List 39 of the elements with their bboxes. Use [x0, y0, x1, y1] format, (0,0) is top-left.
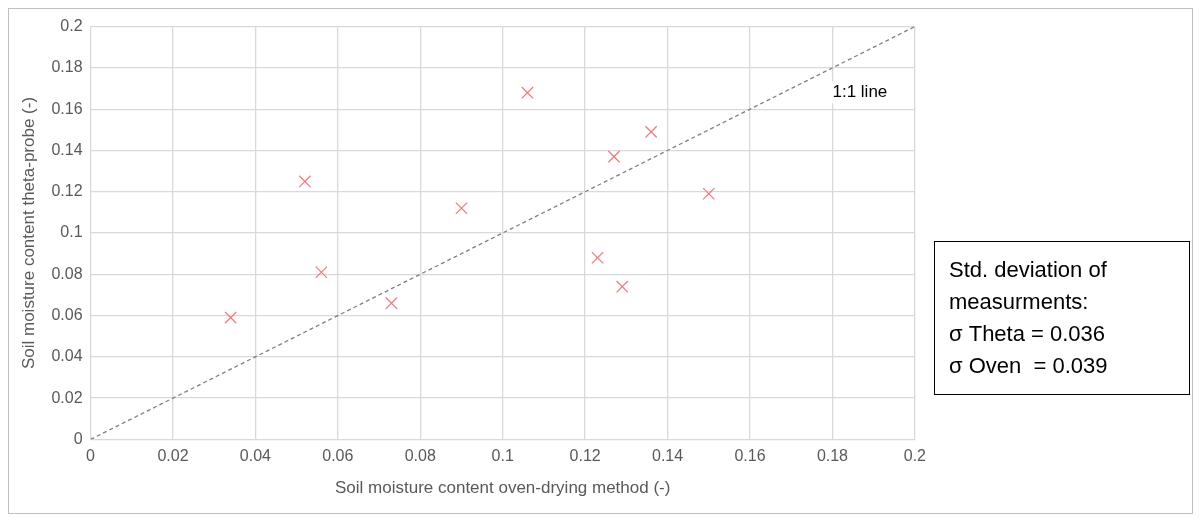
x-tick-label: 0.08 [404, 447, 436, 465]
y-tick-label: 0.04 [51, 347, 83, 365]
x-tick-label: 0 [86, 447, 96, 465]
y-tick-label: 0.1 [60, 223, 83, 241]
y-tick-label: 0.18 [51, 58, 83, 76]
x-tick-label: 0.02 [157, 447, 189, 465]
point [455, 201, 468, 215]
y-tick-label: 0.14 [51, 140, 83, 158]
y-tick-label: 0.06 [51, 305, 83, 323]
text: Std. deviation of measurments: [949, 256, 1108, 316]
point [644, 125, 658, 139]
point [315, 265, 328, 279]
y-axis-title: Soil moisture content theta-probe (-) [18, 96, 38, 370]
annotation: 1:1 line [832, 82, 888, 102]
x-tick-label: 0.16 [734, 447, 766, 465]
y-tick-label: 0.02 [51, 388, 83, 406]
x-tick-label: 0.12 [569, 447, 601, 465]
y-tick-label: 0.2 [60, 17, 83, 35]
x-axis-title: Soil moisture content oven-drying method (-) [334, 478, 671, 498]
point [702, 187, 716, 201]
x-tick-label: 0.14 [652, 447, 684, 465]
y-tick-label: 0.12 [51, 182, 83, 200]
point [224, 311, 237, 324]
y-tick-label: 0.08 [51, 264, 83, 282]
x-tick-label: 0.04 [239, 447, 272, 465]
point [607, 150, 621, 163]
point [385, 296, 398, 310]
point [615, 280, 629, 293]
point [521, 86, 534, 99]
x-tick-label: 0.06 [322, 447, 354, 465]
x-tick-label: 0.18 [816, 447, 849, 465]
point [591, 251, 604, 265]
x-tick-label: 0.1 [491, 447, 514, 465]
text: σ Theta = 0.036 [949, 320, 1107, 348]
y-tick-label: 0 [73, 429, 83, 447]
point [298, 175, 312, 188]
text: σ Oven = 0.039 [949, 352, 1109, 380]
x-tick-label: 0.2 [903, 447, 927, 465]
y-tick-label: 0.16 [51, 99, 83, 117]
